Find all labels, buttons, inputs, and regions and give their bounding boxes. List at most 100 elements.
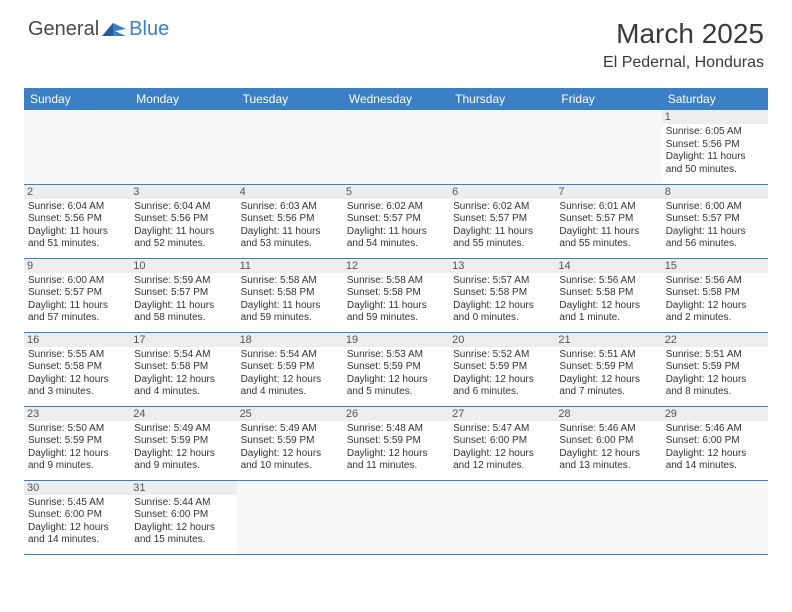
calendar-body: 1Sunrise: 6:05 AMSunset: 5:56 PMDaylight… (24, 110, 768, 554)
day-number: 12 (343, 259, 449, 273)
day-number: 2 (24, 185, 130, 199)
day-info: Sunrise: 5:46 AMSunset: 6:00 PMDaylight:… (559, 423, 657, 473)
day-number: 23 (24, 407, 130, 421)
day-info: Sunrise: 6:01 AMSunset: 5:57 PMDaylight:… (559, 201, 657, 251)
day-number: 3 (130, 185, 236, 199)
day-number: 24 (130, 407, 236, 421)
calendar-row: 16 Sunrise: 5:55 AMSunset: 5:58 PMDayligh… (24, 332, 768, 406)
calendar-cell: 20 Sunrise: 5:52 AMSunset: 5:59 PMDayligh… (449, 332, 555, 406)
calendar-row: 23 Sunrise: 5:50 AMSunset: 5:59 PMDayligh… (24, 406, 768, 480)
day-info: Sunrise: 5:46 AMSunset: 6:00 PMDaylight:… (666, 423, 764, 473)
day-number: 7 (555, 185, 661, 199)
day-number: 15 (662, 259, 768, 273)
day-info: Sunrise: 5:44 AMSunset: 6:00 PMDaylight:… (134, 497, 232, 547)
day-number: 31 (130, 481, 236, 495)
calendar-cell: 1Sunrise: 6:05 AMSunset: 5:56 PMDaylight… (662, 110, 768, 184)
day-number: 20 (449, 333, 555, 347)
calendar-cell: 12 Sunrise: 5:58 AMSunset: 5:58 PMDayligh… (343, 258, 449, 332)
day-number: 6 (449, 185, 555, 199)
day-number: 19 (343, 333, 449, 347)
day-info: Sunrise: 6:04 AMSunset: 5:56 PMDaylight:… (28, 201, 126, 251)
calendar-cell: 27Sunrise: 5:47 AMSunset: 6:00 PMDayligh… (449, 406, 555, 480)
day-header-row: Sunday Monday Tuesday Wednesday Thursday… (24, 88, 768, 110)
day-info: Sunrise: 6:02 AMSunset: 5:57 PMDaylight:… (453, 201, 551, 251)
day-info: Sunrise: 5:45 AMSunset: 6:00 PMDaylight:… (28, 497, 126, 547)
calendar-cell: 9 Sunrise: 6:00 AMSunset: 5:57 PMDaylight… (24, 258, 130, 332)
calendar-cell (343, 480, 449, 554)
day-number: 29 (662, 407, 768, 421)
day-header: Tuesday (237, 88, 343, 110)
day-header: Wednesday (343, 88, 449, 110)
calendar-cell (449, 110, 555, 184)
day-info: Sunrise: 6:05 AMSunset: 5:56 PMDaylight:… (666, 126, 764, 176)
day-info: Sunrise: 5:54 AMSunset: 5:58 PMDaylight:… (134, 349, 232, 399)
day-info: Sunrise: 5:58 AMSunset: 5:58 PMDaylight:… (347, 275, 445, 325)
day-number: 4 (237, 185, 343, 199)
logo-text-blue: Blue (129, 18, 169, 41)
day-info: Sunrise: 5:57 AMSunset: 5:58 PMDaylight:… (453, 275, 551, 325)
day-number: 5 (343, 185, 449, 199)
calendar-row: 30Sunrise: 5:45 AMSunset: 6:00 PMDayligh… (24, 480, 768, 554)
day-number: 17 (130, 333, 236, 347)
day-info: Sunrise: 5:53 AMSunset: 5:59 PMDaylight:… (347, 349, 445, 399)
calendar-cell: 30Sunrise: 5:45 AMSunset: 6:00 PMDayligh… (24, 480, 130, 554)
day-number: 26 (343, 407, 449, 421)
calendar-cell: 14Sunrise: 5:56 AMSunset: 5:58 PMDayligh… (555, 258, 661, 332)
calendar-cell: 18Sunrise: 5:54 AMSunset: 5:59 PMDayligh… (237, 332, 343, 406)
day-header: Thursday (449, 88, 555, 110)
calendar-cell: 4Sunrise: 6:03 AMSunset: 5:56 PMDaylight… (237, 184, 343, 258)
day-info: Sunrise: 5:55 AMSunset: 5:58 PMDaylight:… (28, 349, 126, 399)
day-info: Sunrise: 5:51 AMSunset: 5:59 PMDaylight:… (666, 349, 764, 399)
calendar-cell: 11 Sunrise: 5:58 AMSunset: 5:58 PMDayligh… (237, 258, 343, 332)
calendar-cell: 22 Sunrise: 5:51 AMSunset: 5:59 PMDayligh… (662, 332, 768, 406)
day-number: 25 (237, 407, 343, 421)
day-header: Sunday (24, 88, 130, 110)
day-number: 28 (555, 407, 661, 421)
calendar-cell: 15Sunrise: 5:56 AMSunset: 5:58 PMDayligh… (662, 258, 768, 332)
day-info: Sunrise: 5:58 AMSunset: 5:58 PMDaylight:… (241, 275, 339, 325)
calendar-cell: 3Sunrise: 6:04 AMSunset: 5:56 PMDaylight… (130, 184, 236, 258)
calendar-cell: 19 Sunrise: 5:53 AMSunset: 5:59 PMDayligh… (343, 332, 449, 406)
day-number: 11 (237, 259, 343, 273)
day-number: 8 (662, 185, 768, 199)
calendar-cell (449, 480, 555, 554)
day-header: Monday (130, 88, 236, 110)
day-number: 10 (130, 259, 236, 273)
calendar-table: Sunday Monday Tuesday Wednesday Thursday… (24, 88, 768, 555)
flag-icon (101, 21, 127, 39)
calendar-cell (237, 480, 343, 554)
calendar-cell: 5Sunrise: 6:02 AMSunset: 5:57 PMDaylight… (343, 184, 449, 258)
day-info: Sunrise: 6:00 AMSunset: 5:57 PMDaylight:… (28, 275, 126, 325)
calendar-cell (555, 110, 661, 184)
day-info: Sunrise: 5:59 AMSunset: 5:57 PMDaylight:… (134, 275, 232, 325)
calendar-cell: 21Sunrise: 5:51 AMSunset: 5:59 PMDayligh… (555, 332, 661, 406)
calendar-cell: 16 Sunrise: 5:55 AMSunset: 5:58 PMDayligh… (24, 332, 130, 406)
day-number: 22 (662, 333, 768, 347)
day-info: Sunrise: 5:49 AMSunset: 5:59 PMDaylight:… (134, 423, 232, 473)
day-info: Sunrise: 5:50 AMSunset: 5:59 PMDaylight:… (28, 423, 126, 473)
day-header: Friday (555, 88, 661, 110)
calendar-cell: 23 Sunrise: 5:50 AMSunset: 5:59 PMDayligh… (24, 406, 130, 480)
calendar-row: 1Sunrise: 6:05 AMSunset: 5:56 PMDaylight… (24, 110, 768, 184)
day-number: 9 (24, 259, 130, 273)
calendar-cell (237, 110, 343, 184)
calendar-cell: 29 Sunrise: 5:46 AMSunset: 6:00 PMDayligh… (662, 406, 768, 480)
calendar-cell: 25Sunrise: 5:49 AMSunset: 5:59 PMDayligh… (237, 406, 343, 480)
day-number: 18 (237, 333, 343, 347)
calendar-cell: 8 Sunrise: 6:00 AMSunset: 5:57 PMDaylight… (662, 184, 768, 258)
day-header: Saturday (662, 88, 768, 110)
calendar-cell: 2 Sunrise: 6:04 AMSunset: 5:56 PMDaylight… (24, 184, 130, 258)
calendar-cell: 13Sunrise: 5:57 AMSunset: 5:58 PMDayligh… (449, 258, 555, 332)
day-info: Sunrise: 6:00 AMSunset: 5:57 PMDaylight:… (666, 201, 764, 251)
location-label: El Pedernal, Honduras (603, 54, 764, 72)
calendar-cell: 28 Sunrise: 5:46 AMSunset: 6:00 PMDayligh… (555, 406, 661, 480)
day-number: 14 (555, 259, 661, 273)
day-number: 16 (24, 333, 130, 347)
calendar-row: 9 Sunrise: 6:00 AMSunset: 5:57 PMDaylight… (24, 258, 768, 332)
calendar-cell: 7 Sunrise: 6:01 AMSunset: 5:57 PMDaylight… (555, 184, 661, 258)
calendar-cell (343, 110, 449, 184)
day-number: 21 (555, 333, 661, 347)
calendar-cell: 31 Sunrise: 5:44 AMSunset: 6:00 PMDayligh… (130, 480, 236, 554)
day-info: Sunrise: 5:52 AMSunset: 5:59 PMDaylight:… (453, 349, 551, 399)
calendar-cell (130, 110, 236, 184)
